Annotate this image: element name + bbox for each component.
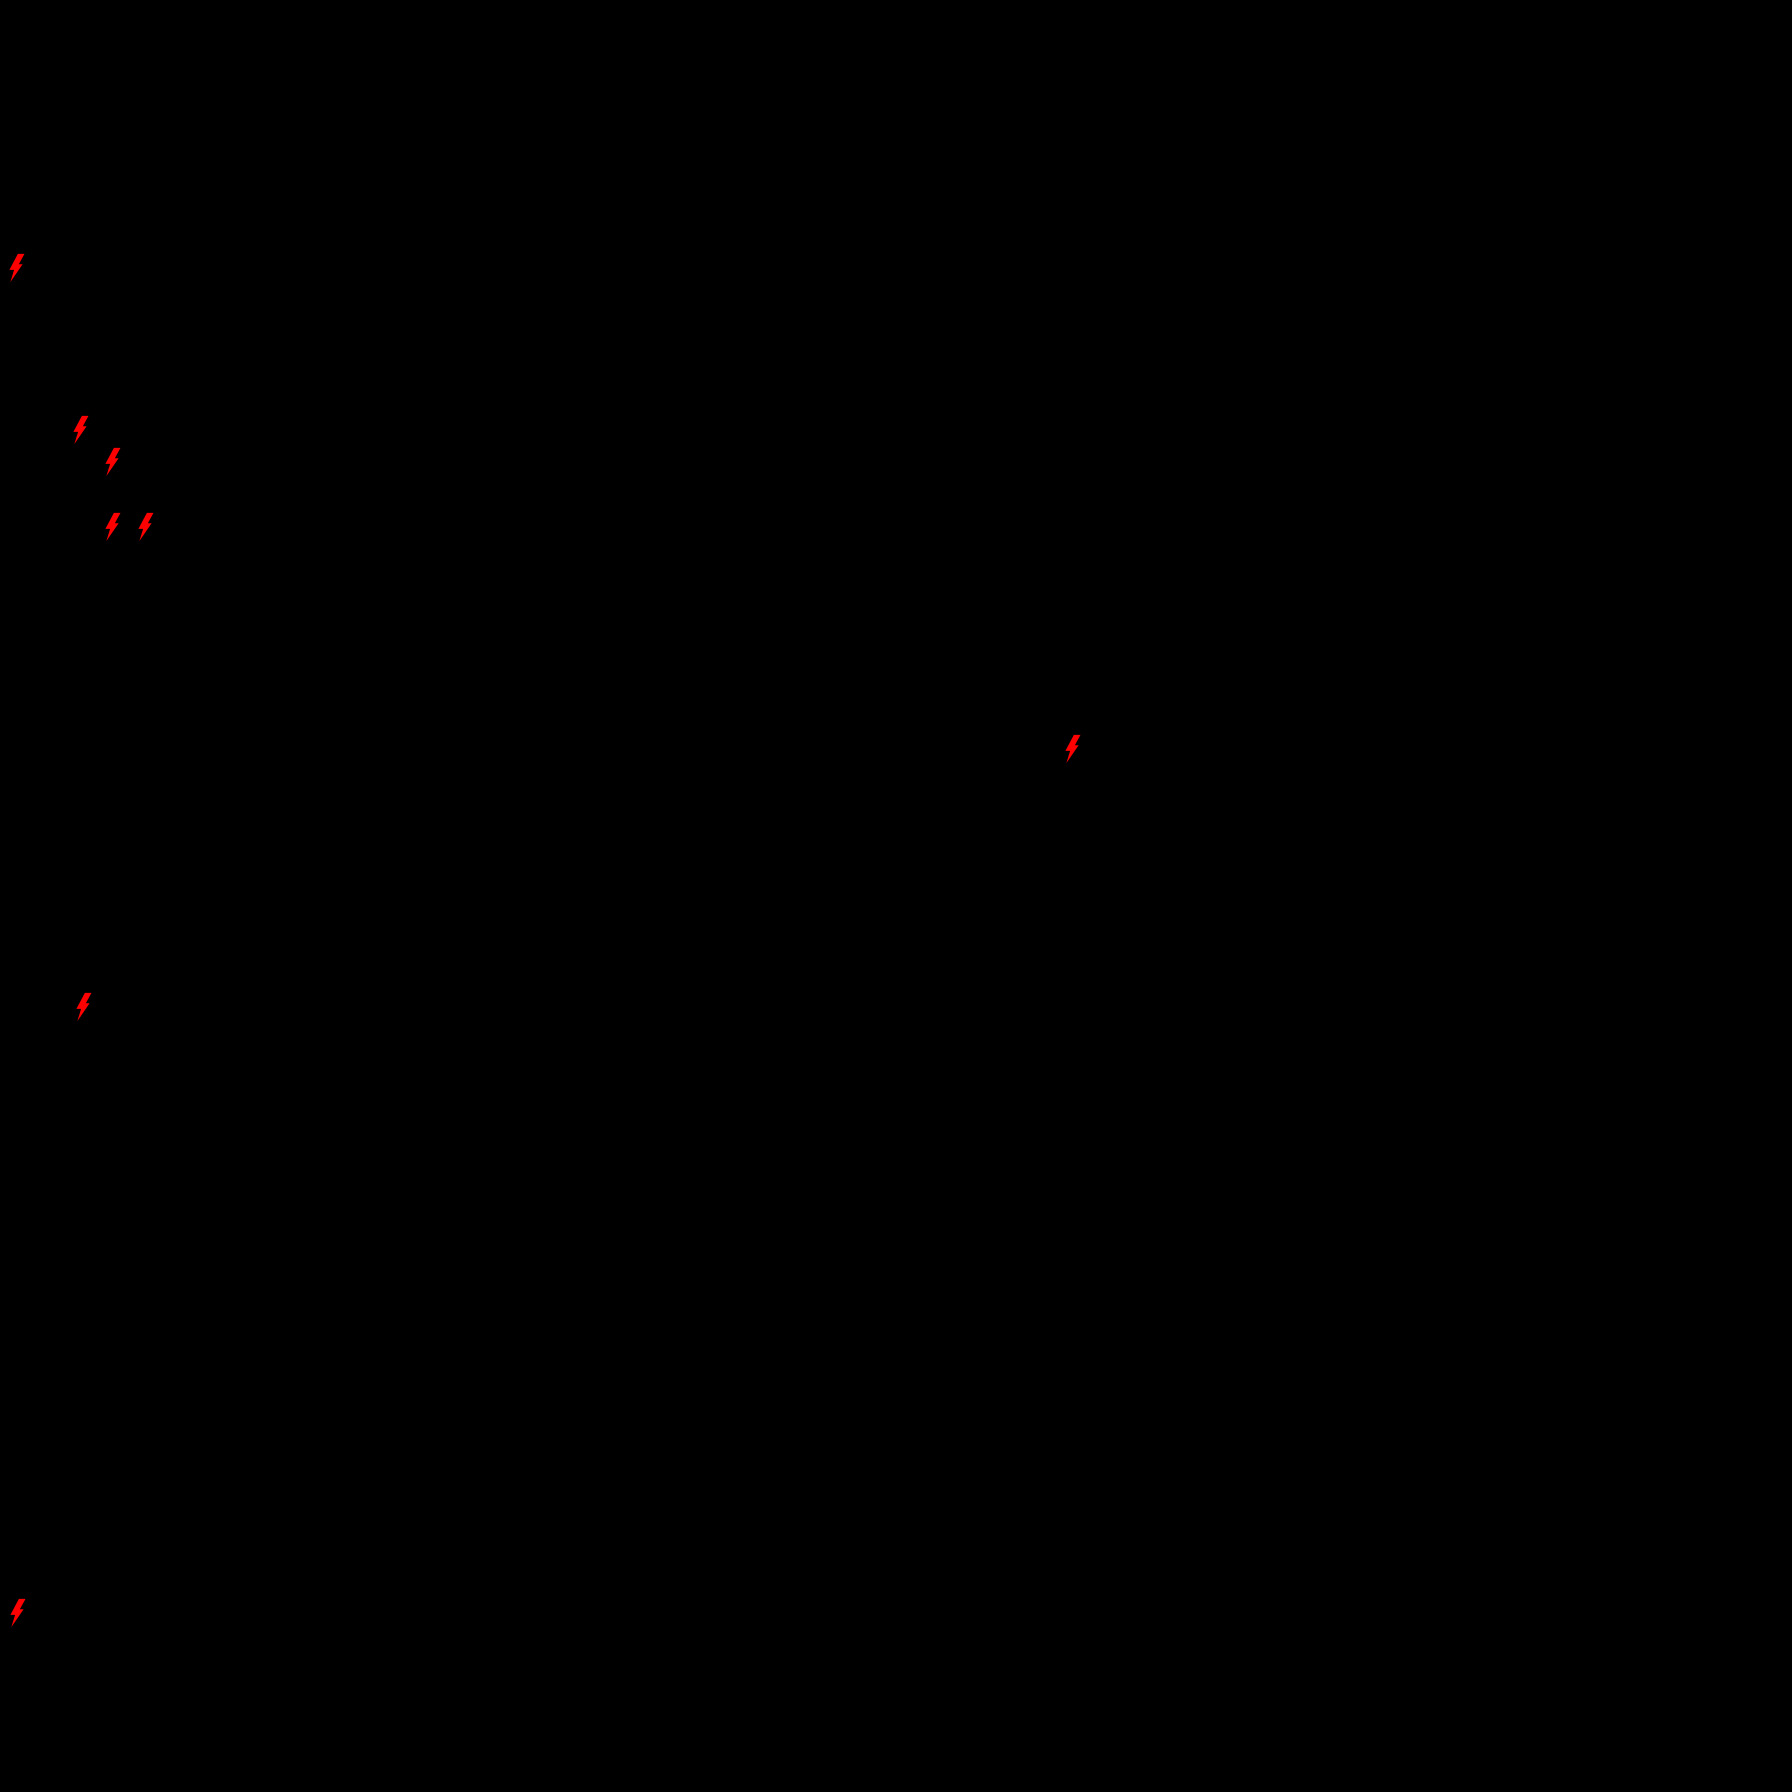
lightning-bolt-icon: [9, 1598, 26, 1628]
lightning-bolt-icon: [72, 415, 89, 445]
lightning-bolt-icon: [8, 253, 25, 283]
lightning-bolt-icon: [137, 512, 154, 542]
lightning-bolt-icon: [104, 447, 121, 477]
lightning-bolt-icon: [75, 992, 92, 1022]
lightning-bolt-icon: [104, 512, 121, 542]
lightning-bolt-icon: [1064, 734, 1081, 764]
